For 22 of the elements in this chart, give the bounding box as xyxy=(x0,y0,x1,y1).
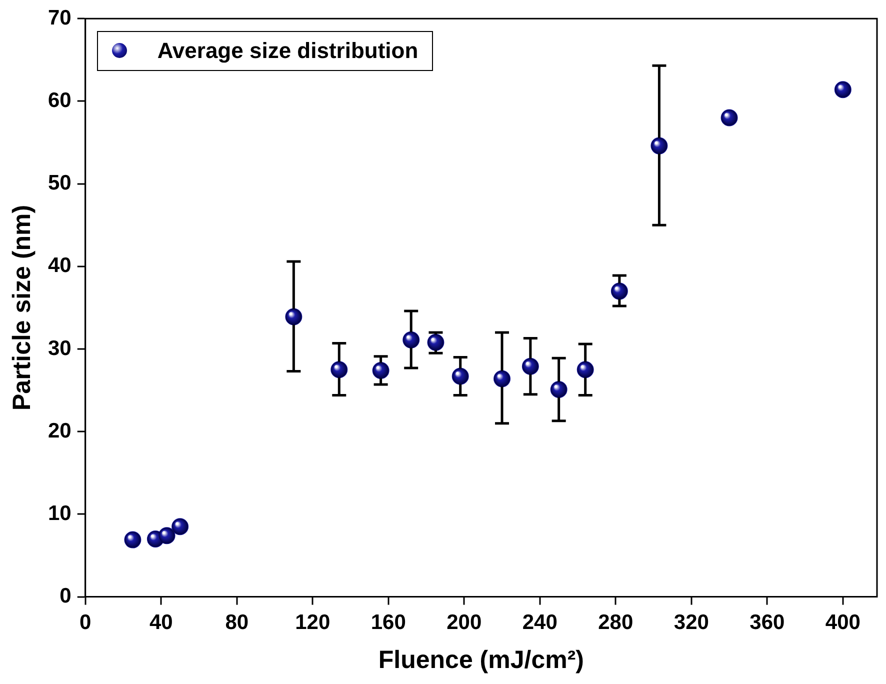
x-tick-label: 400 xyxy=(825,611,860,634)
x-tick-label: 200 xyxy=(446,611,482,634)
x-tick-label: 320 xyxy=(674,611,709,634)
x-tick-label: 360 xyxy=(750,611,785,634)
x-tick-label: 0 xyxy=(80,611,92,634)
x-tick-label: 160 xyxy=(370,611,406,634)
y-tick-label: 20 xyxy=(48,419,72,442)
y-tick-label: 60 xyxy=(48,88,72,112)
y-tick-label: 30 xyxy=(48,336,72,360)
y-tick-label: 10 xyxy=(48,502,72,525)
x-axis-title: Fluence (mJ/cm²) xyxy=(378,646,584,674)
x-tick-label: 240 xyxy=(522,611,558,634)
legend-label: Average size distribution xyxy=(157,38,418,64)
x-tick-label: 80 xyxy=(225,611,249,634)
x-tick-label: 40 xyxy=(149,611,173,634)
x-tick-label: 280 xyxy=(598,611,634,634)
y-tick-label: 50 xyxy=(48,172,72,195)
y-axis-title: Particle size (nm) xyxy=(8,204,36,411)
y-tick-label: 0 xyxy=(60,584,72,608)
x-tick-label: 120 xyxy=(295,611,330,634)
y-tick-label: 40 xyxy=(48,254,72,278)
y-tick-label: 70 xyxy=(48,6,72,30)
